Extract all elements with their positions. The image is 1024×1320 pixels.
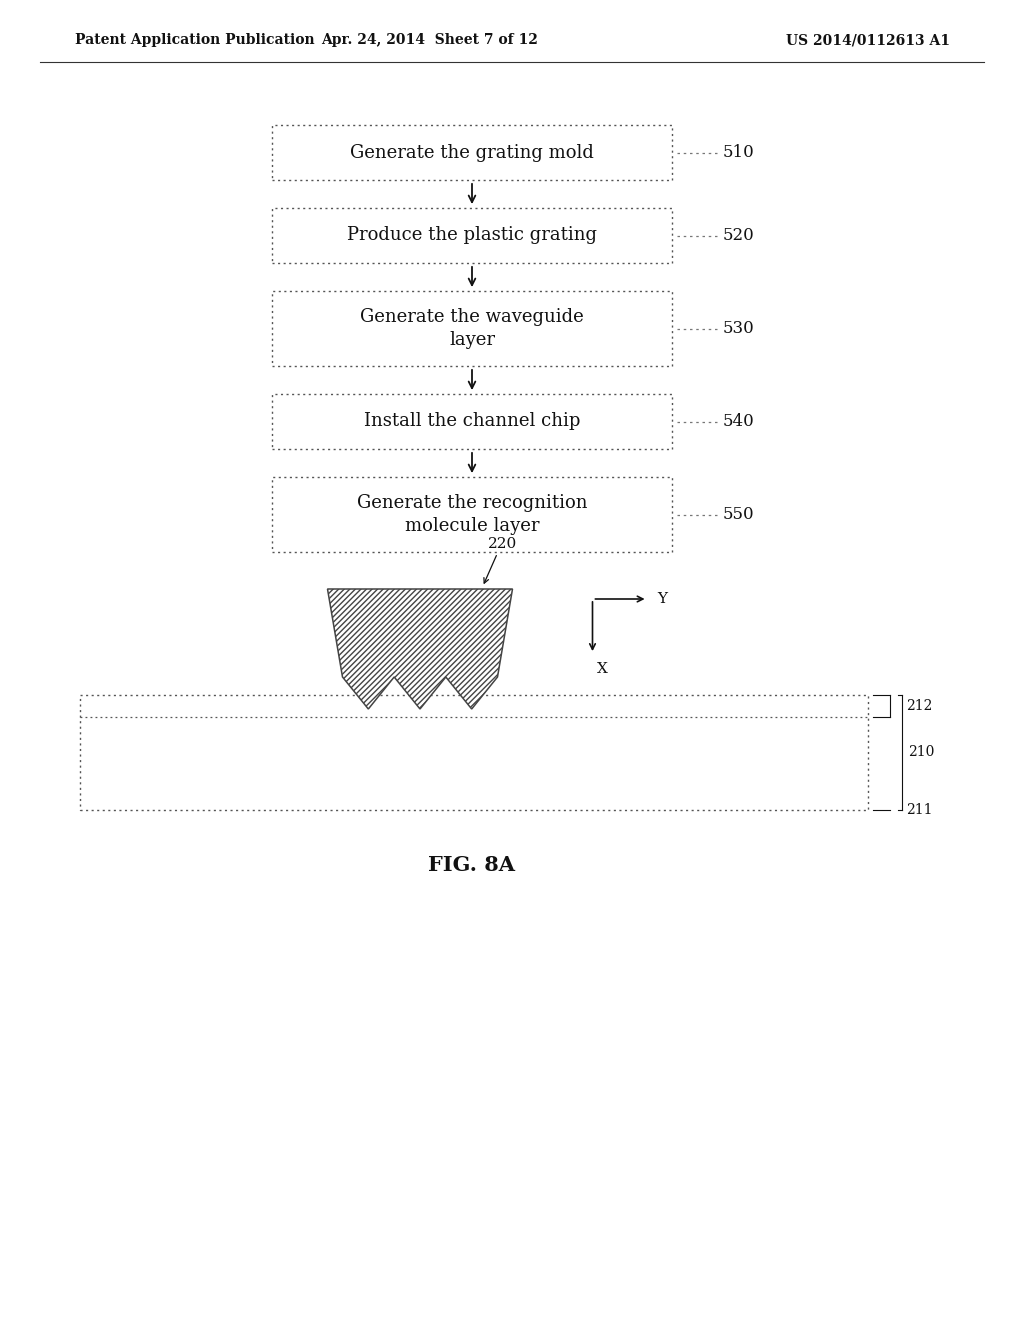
Bar xyxy=(272,209,672,263)
Text: Generate the grating mold: Generate the grating mold xyxy=(350,144,594,161)
Bar xyxy=(272,125,672,180)
Text: 212: 212 xyxy=(906,700,933,713)
Text: Generate the waveguide
layer: Generate the waveguide layer xyxy=(360,308,584,350)
Text: Produce the plastic grating: Produce the plastic grating xyxy=(347,227,597,244)
Text: 210: 210 xyxy=(908,746,934,759)
Bar xyxy=(80,696,868,810)
Text: 520: 520 xyxy=(723,227,755,244)
Text: Y: Y xyxy=(657,591,668,606)
Text: US 2014/0112613 A1: US 2014/0112613 A1 xyxy=(786,33,950,48)
Bar xyxy=(272,477,672,552)
Text: Patent Application Publication: Patent Application Publication xyxy=(75,33,314,48)
Text: 510: 510 xyxy=(723,144,755,161)
Text: 530: 530 xyxy=(723,319,755,337)
Text: Generate the recognition
molecule layer: Generate the recognition molecule layer xyxy=(356,494,587,536)
Bar xyxy=(272,290,672,366)
Bar xyxy=(272,393,672,449)
Polygon shape xyxy=(328,589,512,709)
Text: X: X xyxy=(597,663,608,676)
Text: 550: 550 xyxy=(723,506,755,523)
Text: FIG. 7: FIG. 7 xyxy=(436,590,507,610)
Text: Install the channel chip: Install the channel chip xyxy=(364,412,581,430)
Text: 211: 211 xyxy=(906,803,933,817)
Text: FIG. 8A: FIG. 8A xyxy=(428,855,515,875)
Text: Apr. 24, 2014  Sheet 7 of 12: Apr. 24, 2014 Sheet 7 of 12 xyxy=(322,33,539,48)
Text: 220: 220 xyxy=(487,537,517,550)
Text: 540: 540 xyxy=(723,413,755,430)
